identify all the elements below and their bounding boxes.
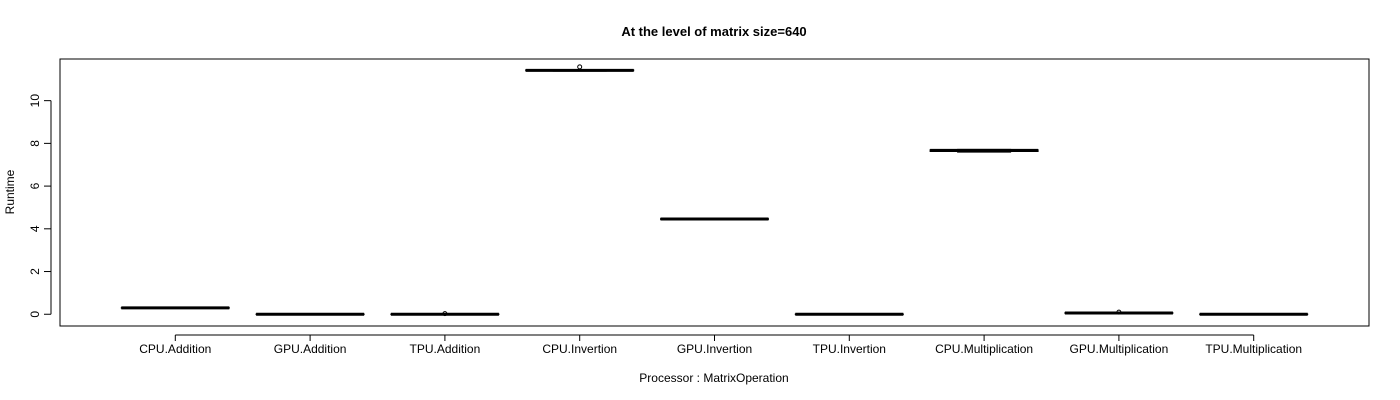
x-axis: CPU.Addition GPU.Addition TPU.Addition CPU.… bbox=[139, 334, 1302, 356]
y-tick-label: 2 bbox=[28, 268, 42, 275]
y-tick-label: 0 bbox=[28, 311, 42, 318]
x-axis-label: Processor : MatrixOperation bbox=[639, 371, 788, 385]
outlier-point bbox=[1116, 309, 1122, 315]
x-tick-label: GPU.Addition bbox=[274, 342, 347, 356]
x-tick-label: TPU.Multiplication bbox=[1205, 342, 1302, 356]
x-tick-label: CPU.Invertion bbox=[542, 342, 617, 356]
box-series bbox=[120, 64, 1309, 317]
y-axis: 0 2 4 6 8 10 bbox=[28, 94, 52, 318]
outlier-point bbox=[442, 311, 448, 317]
y-tick-label: 6 bbox=[28, 182, 42, 189]
outlier-point bbox=[577, 64, 583, 70]
y-tick-label: 4 bbox=[28, 225, 42, 232]
chart-title: At the level of matrix size=640 bbox=[621, 24, 806, 39]
box-cpu-addition bbox=[120, 306, 230, 310]
x-tick-label: CPU.Addition bbox=[139, 342, 211, 356]
box-tpu-multiplication bbox=[1199, 312, 1309, 316]
box-cpu-invertion bbox=[525, 64, 635, 72]
x-tick-label: TPU.Addition bbox=[410, 342, 481, 356]
plot-frame bbox=[59, 58, 1370, 327]
box-tpu-invertion bbox=[794, 312, 904, 316]
x-tick-label: TPU.Invertion bbox=[813, 342, 886, 356]
box-cpu-multiplication bbox=[929, 148, 1039, 153]
y-tick-label: 10 bbox=[28, 94, 42, 108]
x-tick-label: GPU.Invertion bbox=[677, 342, 752, 356]
box-gpu-invertion bbox=[660, 217, 769, 221]
box-gpu-addition bbox=[255, 312, 365, 316]
y-axis-label: Runtime bbox=[3, 169, 17, 214]
x-tick-label: GPU.Multiplication bbox=[1070, 342, 1169, 356]
y-tick-label: 8 bbox=[28, 140, 42, 147]
box-tpu-addition bbox=[390, 311, 500, 317]
x-tick-label: CPU.Multiplication bbox=[935, 342, 1033, 356]
box-gpu-multiplication bbox=[1064, 309, 1174, 315]
